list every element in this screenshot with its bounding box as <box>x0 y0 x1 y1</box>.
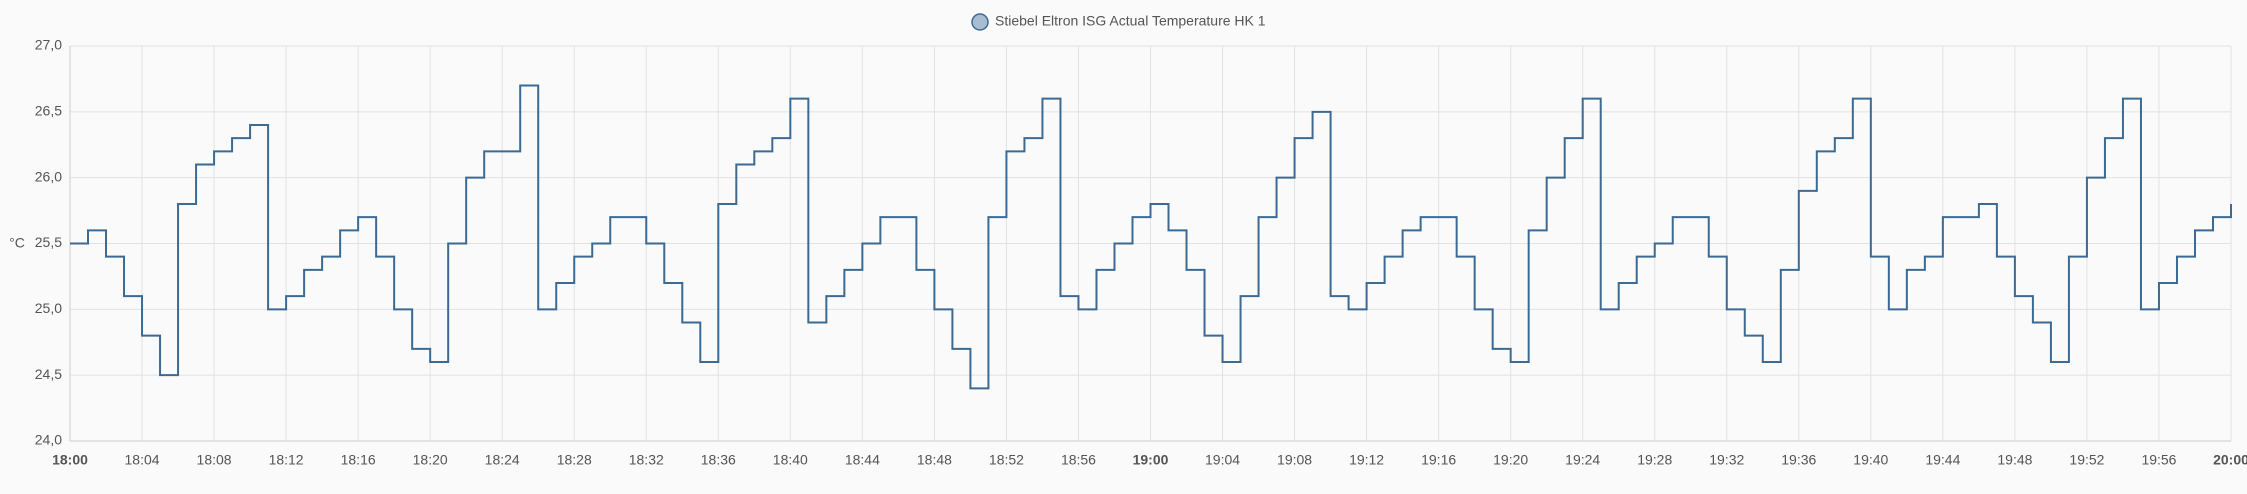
x-tick-label: 19:28 <box>1637 452 1672 468</box>
x-tick-label: 19:52 <box>2069 452 2104 468</box>
x-tick-label: 18:20 <box>413 452 448 468</box>
x-tick-label: 18:04 <box>125 452 160 468</box>
y-tick-label: 24,5 <box>35 366 62 382</box>
x-tick-label: 19:24 <box>1565 452 1600 468</box>
x-tick-label: 18:56 <box>1061 452 1096 468</box>
y-tick-label: 25,5 <box>35 234 62 250</box>
x-tick-label: 18:48 <box>917 452 952 468</box>
x-tick-label: 18:52 <box>989 452 1024 468</box>
x-tick-label: 18:28 <box>557 452 592 468</box>
x-tick-label: 19:08 <box>1277 452 1312 468</box>
x-tick-label: 18:16 <box>341 452 376 468</box>
legend-item: Stiebel Eltron ISG Actual Temperature HK… <box>971 13 1266 31</box>
x-tick-label: 19:00 <box>1133 452 1169 468</box>
step-line <box>70 84 2232 390</box>
x-tick-label: 18:40 <box>773 452 808 468</box>
x-tick-label: 18:36 <box>701 452 736 468</box>
y-tick-label: 26,5 <box>35 103 62 119</box>
y-tick-label: 27,0 <box>35 37 62 53</box>
x-tick-label: 20:00 <box>2213 452 2247 468</box>
x-tick-label: 19:12 <box>1349 452 1384 468</box>
y-axis-label: °C <box>9 235 25 251</box>
x-tick-label: 18:12 <box>269 452 304 468</box>
x-tick-label: 19:44 <box>1925 452 1960 468</box>
x-tick-label: 18:24 <box>485 452 520 468</box>
legend-marker <box>971 13 989 31</box>
x-tick-label: 19:16 <box>1421 452 1456 468</box>
x-tick-label: 19:40 <box>1853 452 1888 468</box>
y-tick-label: 25,0 <box>35 300 62 316</box>
x-tick-label: 19:48 <box>1997 452 2032 468</box>
x-tick-label: 18:44 <box>845 452 880 468</box>
x-tick-label: 19:04 <box>1205 452 1240 468</box>
x-tick-label: 18:08 <box>197 452 232 468</box>
legend-label: Stiebel Eltron ISG Actual Temperature HK… <box>995 13 1266 29</box>
x-tick-label: 18:00 <box>52 452 88 468</box>
x-tick-label: 19:56 <box>2141 452 2176 468</box>
y-tick-label: 24,0 <box>35 432 62 448</box>
x-tick-label: 19:20 <box>1493 452 1528 468</box>
y-tick-label: 26,0 <box>35 168 62 184</box>
x-tick-label: 18:32 <box>629 452 664 468</box>
x-tick-label: 19:32 <box>1709 452 1744 468</box>
x-tick-label: 19:36 <box>1781 452 1816 468</box>
